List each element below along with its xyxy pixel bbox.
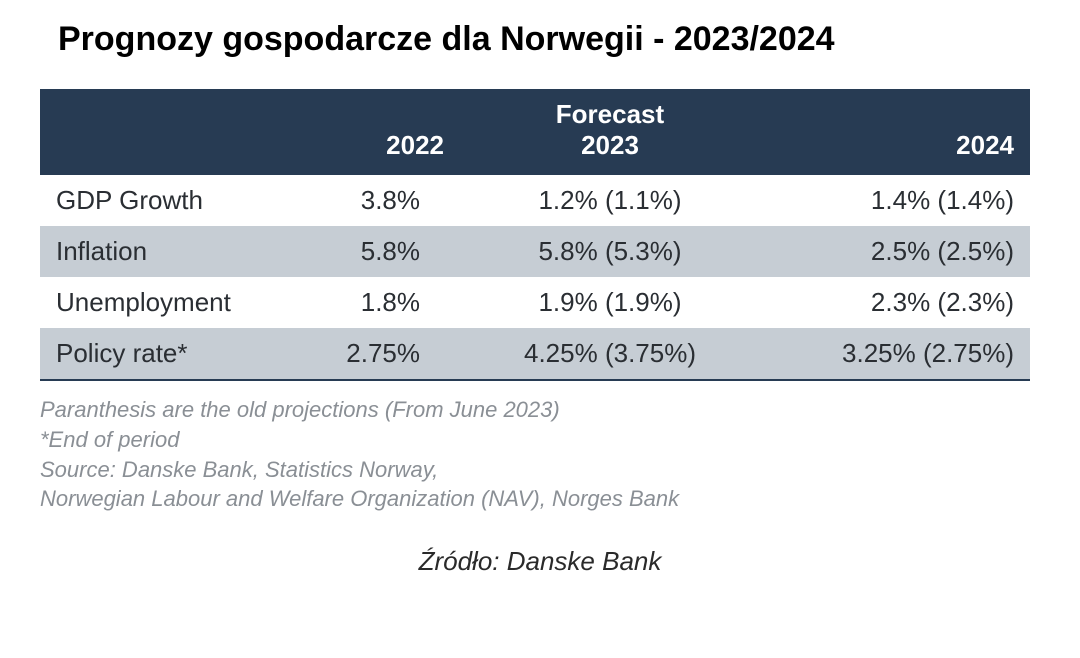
col-header-2024: 2024 — [760, 89, 1030, 174]
footnote-line: Norwegian Labour and Welfare Organizatio… — [40, 484, 1040, 514]
cell-2024: 3.25% (2.75%) — [760, 328, 1030, 380]
cell-2024: 2.5% (2.5%) — [760, 226, 1030, 277]
cell-2024: 1.4% (1.4%) — [760, 174, 1030, 226]
footnote-line: Source: Danske Bank, Statistics Norway, — [40, 455, 1040, 485]
cell-2022: 2.75% — [290, 328, 460, 380]
source-line: Źródło: Danske Bank — [40, 546, 1040, 577]
cell-2024: 2.3% (2.3%) — [760, 277, 1030, 328]
col-header-2023-line2: 2023 — [581, 130, 639, 160]
col-header-empty — [40, 89, 290, 174]
footnote-line: *End of period — [40, 425, 1040, 455]
cell-label: GDP Growth — [40, 174, 290, 226]
page-root: Prognozy gospodarcze dla Norwegii - 2023… — [0, 0, 1080, 658]
cell-2023: 1.9% (1.9%) — [460, 277, 760, 328]
table-row: GDP Growth 3.8% 1.2% (1.1%) 1.4% (1.4%) — [40, 174, 1030, 226]
table-row: Unemployment 1.8% 1.9% (1.9%) 2.3% (2.3%… — [40, 277, 1030, 328]
col-header-2022: 2022 — [290, 89, 460, 174]
table-row: Policy rate* 2.75% 4.25% (3.75%) 3.25% (… — [40, 328, 1030, 380]
cell-label: Unemployment — [40, 277, 290, 328]
cell-2022: 1.8% — [290, 277, 460, 328]
cell-2023: 1.2% (1.1%) — [460, 174, 760, 226]
page-title: Prognozy gospodarcze dla Norwegii - 2023… — [58, 20, 1040, 59]
forecast-table: 2022 Forecast 2023 2024 GDP Growth 3.8% … — [40, 89, 1030, 381]
cell-label: Policy rate* — [40, 328, 290, 380]
cell-2023: 4.25% (3.75%) — [460, 328, 760, 380]
col-header-2023: Forecast 2023 — [460, 89, 760, 174]
footnotes: Paranthesis are the old projections (Fro… — [40, 395, 1040, 514]
cell-2022: 3.8% — [290, 174, 460, 226]
cell-2022: 5.8% — [290, 226, 460, 277]
col-header-2023-line1: Forecast — [556, 99, 664, 129]
footnote-line: Paranthesis are the old projections (Fro… — [40, 395, 1040, 425]
cell-2023: 5.8% (5.3%) — [460, 226, 760, 277]
cell-label: Inflation — [40, 226, 290, 277]
table-body: GDP Growth 3.8% 1.2% (1.1%) 1.4% (1.4%) … — [40, 174, 1030, 380]
table-header: 2022 Forecast 2023 2024 — [40, 89, 1030, 174]
table-row: Inflation 5.8% 5.8% (5.3%) 2.5% (2.5%) — [40, 226, 1030, 277]
